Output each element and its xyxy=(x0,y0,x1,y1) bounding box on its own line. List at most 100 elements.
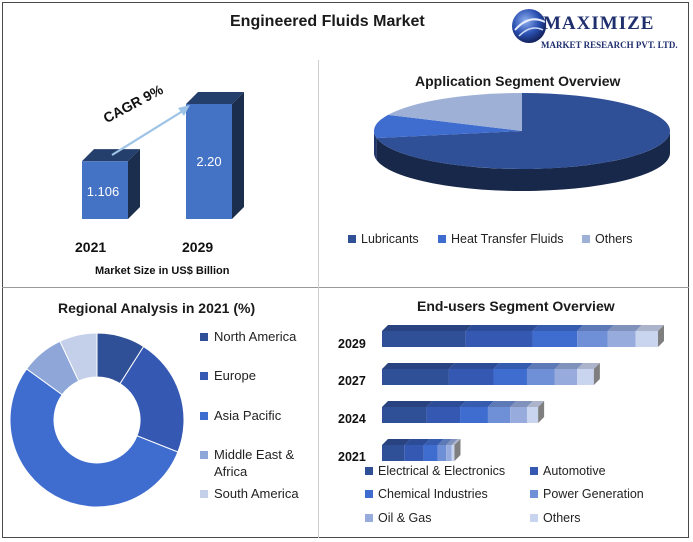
bar-2029-1 xyxy=(465,331,533,347)
bar-top-2024-4 xyxy=(510,401,533,407)
legend-europe: Europe xyxy=(200,367,324,384)
end-users-bars xyxy=(382,325,664,461)
bar-top-2029-5 xyxy=(635,325,664,331)
legend-swatch xyxy=(348,235,356,243)
legend-swatch xyxy=(200,372,208,380)
cagr-arrow xyxy=(111,108,187,156)
bar-top-2021-2 xyxy=(423,439,444,445)
market-size-bars xyxy=(82,92,244,219)
donut-slice-south-america xyxy=(59,332,98,382)
category-label-2029: 2029 xyxy=(182,239,214,255)
legend-power-generation: Power Generation xyxy=(530,487,644,501)
legend-label: Europe xyxy=(214,368,256,383)
bar-2021-2 xyxy=(423,445,438,461)
pie-side-1 xyxy=(374,131,377,161)
regional-chart-title: Regional Analysis in 2021 (%) xyxy=(58,300,256,316)
legend-label: Oil & Gas xyxy=(378,511,432,525)
bar-2027-0 xyxy=(382,369,449,385)
bar-2021-1 xyxy=(404,445,424,461)
legend-north-america: North America xyxy=(200,328,324,345)
legend-others-end-users: Others xyxy=(530,511,581,525)
bar-top-2024-3 xyxy=(487,401,517,407)
bar-top-2027-5 xyxy=(577,363,600,369)
bar-2021-0 xyxy=(382,445,405,461)
bar-2029-3 xyxy=(577,331,608,347)
legend-swatch xyxy=(365,467,373,475)
bar-2029-5 xyxy=(635,331,658,347)
bar-top-2027-3 xyxy=(526,363,561,369)
legend-swatch xyxy=(530,467,538,475)
legend-label: Automotive xyxy=(543,464,606,478)
bar-side-2021 xyxy=(128,149,140,219)
legend-swatch xyxy=(582,235,590,243)
bar-end-2021 xyxy=(454,439,461,461)
legend-swatch xyxy=(200,333,208,341)
bar-2021-4 xyxy=(446,445,452,461)
donut-slice-asia-pacific xyxy=(9,368,179,508)
legend-swatch xyxy=(530,514,538,522)
bar-top-2027-0 xyxy=(382,363,455,369)
category-label-2021: 2021 xyxy=(75,239,107,255)
bar-top-2021 xyxy=(82,149,140,162)
bar-top-2029-0 xyxy=(382,325,472,331)
bar-2029-4 xyxy=(607,331,636,347)
regional-donut-slices xyxy=(9,332,185,508)
bar-top-2021-0 xyxy=(382,439,411,445)
bar-value-label-2021: 1.106 xyxy=(86,184,120,199)
legend-electrical-electronics: Electrical & Electronics xyxy=(365,464,505,478)
bar-2024-5 xyxy=(526,407,539,423)
bar-side-2029 xyxy=(232,92,244,219)
bar-top-2024-2 xyxy=(460,401,494,407)
cagr-arrowhead xyxy=(178,105,190,116)
bar-2027-5 xyxy=(577,369,594,385)
page-title: Engineered Fluids Market xyxy=(230,13,425,30)
bar-top-2021-4 xyxy=(446,439,458,445)
globe-logo-icon xyxy=(512,9,546,43)
legend-swatch xyxy=(438,235,446,243)
legend-label: Asia Pacific xyxy=(214,408,282,423)
legend-automotive: Automotive xyxy=(530,464,606,478)
application-pie-slices xyxy=(374,93,670,191)
bar-top-2021-1 xyxy=(404,439,430,445)
bar-top-2029-4 xyxy=(607,325,642,331)
logo-name: MAXIMIZE xyxy=(543,13,655,34)
legend-lubricants: Lubricants xyxy=(348,232,419,246)
bar-top-2029 xyxy=(186,92,244,104)
end-users-year-2021: 2021 xyxy=(338,450,366,464)
bar-2024-2 xyxy=(460,407,488,423)
bar-end-2024 xyxy=(538,401,545,423)
legend-label: Others xyxy=(595,232,633,246)
legend-asia-pacific: Asia Pacific xyxy=(200,407,324,424)
bar-top-2021-3 xyxy=(437,439,453,445)
bar-2027-3 xyxy=(526,369,555,385)
bar-2029-2 xyxy=(532,331,578,347)
legend-others: Others xyxy=(582,232,633,246)
application-chart-title: Application Segment Overview xyxy=(415,73,621,89)
vertical-divider xyxy=(318,60,319,538)
end-users-year-2027: 2027 xyxy=(338,374,366,388)
legend-label: Power Generation xyxy=(543,487,644,501)
bar-top-2029-3 xyxy=(577,325,614,331)
bar-2027-4 xyxy=(554,369,578,385)
legend-label: Chemical Industries xyxy=(378,487,488,501)
pie-slice-others xyxy=(388,93,522,131)
legend-label: South America xyxy=(214,486,299,501)
legend-heat-transfer-fluids: Heat Transfer Fluids xyxy=(438,232,564,246)
logo-subtitle: MARKET RESEARCH PVT. LTD. xyxy=(541,40,678,50)
legend-oil-gas: Oil & Gas xyxy=(365,511,432,525)
bar-2024-4 xyxy=(510,407,527,423)
bar-2027-1 xyxy=(448,369,494,385)
bar-top-2024-1 xyxy=(426,401,467,407)
end-users-year-2024: 2024 xyxy=(338,412,366,426)
pie-slice-lubricants xyxy=(376,93,670,169)
bar-2027-2 xyxy=(493,369,527,385)
bar-end-2027 xyxy=(593,363,600,385)
x-axis-label: Market Size in US$ Billion xyxy=(95,265,230,277)
horizontal-divider xyxy=(2,287,689,288)
legend-swatch xyxy=(365,514,373,522)
bar-2024-1 xyxy=(426,407,461,423)
